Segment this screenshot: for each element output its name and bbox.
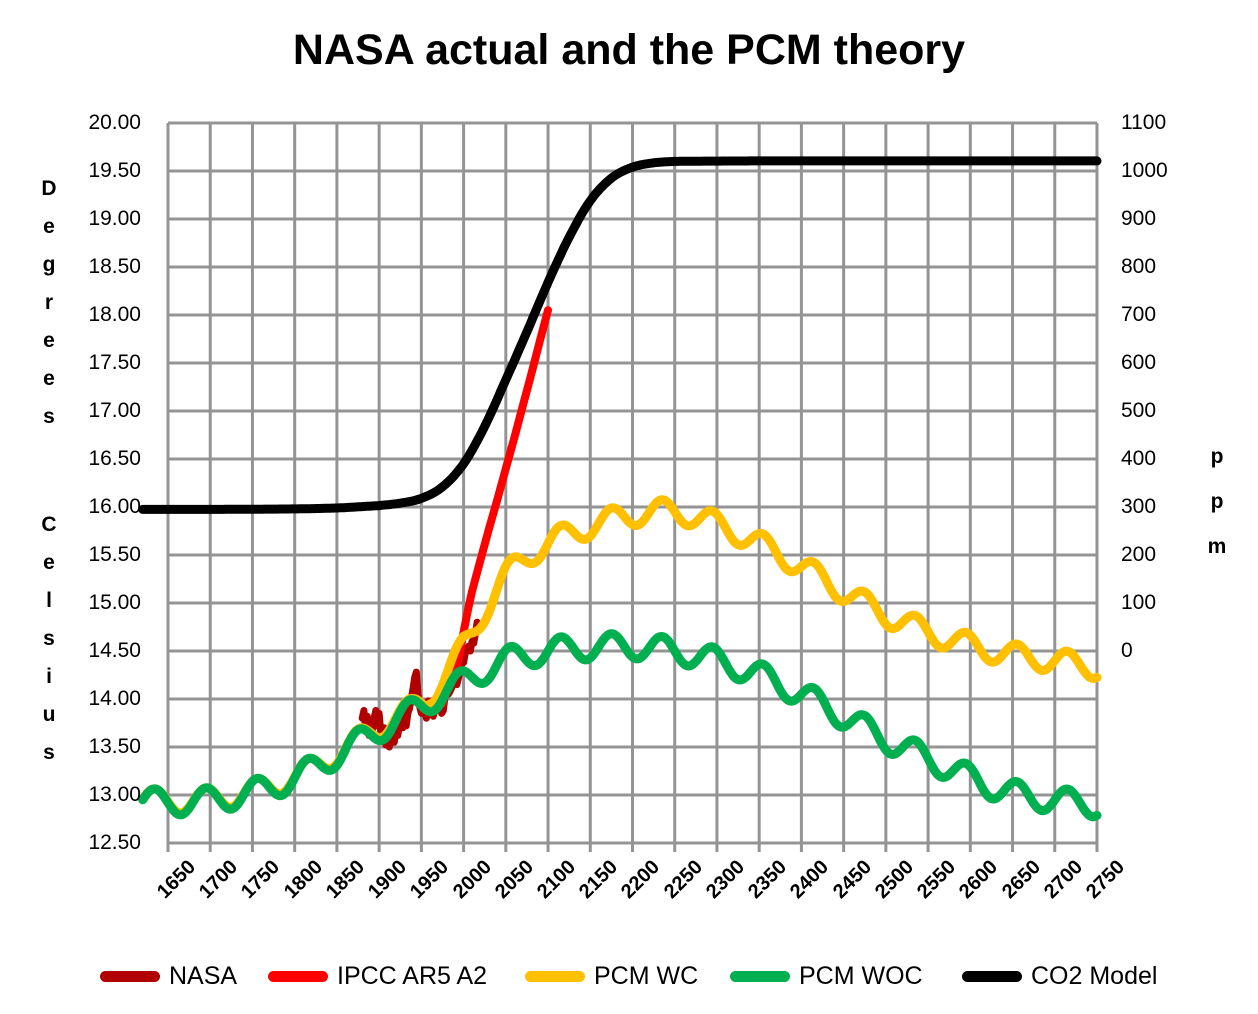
- y-right-tick-label: 600: [1121, 351, 1157, 374]
- axis-title-letter: p: [1210, 490, 1224, 513]
- axis-title-letter: D: [41, 177, 57, 200]
- pcm-wc-line-swatch-icon: [525, 970, 585, 982]
- y-left-tick-label: 19.50: [88, 159, 141, 182]
- axis-title-letter: i: [46, 665, 52, 688]
- legend-item-pcm-woc: PCM WOC: [730, 958, 923, 994]
- y-left-tick-label: 16.50: [88, 447, 141, 470]
- axis-title-letter: s: [43, 627, 55, 650]
- y-right-tick-label: 800: [1121, 255, 1157, 278]
- y-left-tick-label: 14.50: [88, 639, 141, 662]
- legend-label-nasa: NASA: [169, 961, 238, 990]
- y-left-tick-label: 13.00: [88, 783, 141, 806]
- axis-title-letter: g: [42, 253, 56, 276]
- legend-item-co2-model: CO2 Model: [962, 958, 1157, 994]
- axis-title-letter: e: [43, 551, 55, 574]
- axis-title-letter: e: [43, 215, 55, 238]
- axis-title-letter: r: [44, 291, 54, 314]
- y-left-tick-label: 14.00: [88, 687, 141, 710]
- pcm-woc-line-swatch-icon: [730, 970, 790, 982]
- axis-title-letter: u: [42, 703, 56, 726]
- axis-title-letter: C: [41, 513, 57, 536]
- y-right-tick-label: 900: [1121, 207, 1157, 230]
- y-left-tick-label: 20.00: [88, 111, 141, 134]
- y-left-tick-label: 15.50: [88, 543, 141, 566]
- y-right-tick-label: 100: [1121, 591, 1157, 614]
- co2-line-swatch-icon: [962, 970, 1022, 982]
- y-left-tick-label: 19.00: [88, 207, 141, 230]
- y-right-tick-label: 700: [1121, 303, 1157, 326]
- chart-title: NASA actual and the PCM theory: [292, 26, 966, 74]
- y-left-tick-label: 18.00: [88, 303, 141, 326]
- legend-label-pcm-woc: PCM WOC: [799, 961, 923, 990]
- legend-label-co2-model: CO2 Model: [1031, 961, 1158, 990]
- y-left-tick-label: 12.50: [88, 831, 141, 854]
- y-right-tick-label: 200: [1121, 543, 1157, 566]
- y-right-tick-label: 400: [1121, 447, 1157, 470]
- legend-label-pcm-wc: PCM WC: [594, 961, 699, 990]
- axis-title-letter: l: [46, 589, 52, 612]
- y-right-tick-label: 1000: [1121, 159, 1168, 182]
- y-left-tick-label: 15.00: [88, 591, 141, 614]
- y-left-tick-label: 16.00: [88, 495, 141, 518]
- axis-title-letter: s: [43, 405, 55, 428]
- pcm-woc-line: [138, 629, 1102, 822]
- y-left-tick-label: 17.50: [88, 351, 141, 374]
- y-right-tick-label: 300: [1121, 495, 1157, 518]
- co2-model-line: [138, 156, 1102, 514]
- axis-title-letter: s: [43, 741, 55, 764]
- axis-title-letter: e: [43, 367, 55, 390]
- y-right-tick-label: 500: [1121, 399, 1157, 422]
- legend-item-ipcc: IPCC AR5 A2: [268, 958, 487, 994]
- legend-item-pcm-wc: PCM WC: [525, 958, 698, 994]
- legend-label-ipcc: IPCC AR5 A2: [337, 961, 488, 990]
- nasa-line-swatch-icon: [100, 970, 160, 982]
- y-right-tick-label: 1100: [1121, 111, 1167, 134]
- axis-title-letter: p: [1210, 445, 1224, 468]
- y-left-tick-label: 17.00: [88, 399, 141, 422]
- axis-title-letter: m: [1207, 535, 1227, 558]
- y-left-tick-label: 18.50: [88, 255, 141, 278]
- ipcc-line-swatch-icon: [268, 970, 328, 982]
- axis-title-letter: e: [43, 329, 55, 352]
- legend-item-nasa: NASA: [100, 958, 237, 994]
- y-right-tick-label: 0: [1121, 639, 1133, 662]
- y-left-tick-label: 13.50: [88, 735, 141, 758]
